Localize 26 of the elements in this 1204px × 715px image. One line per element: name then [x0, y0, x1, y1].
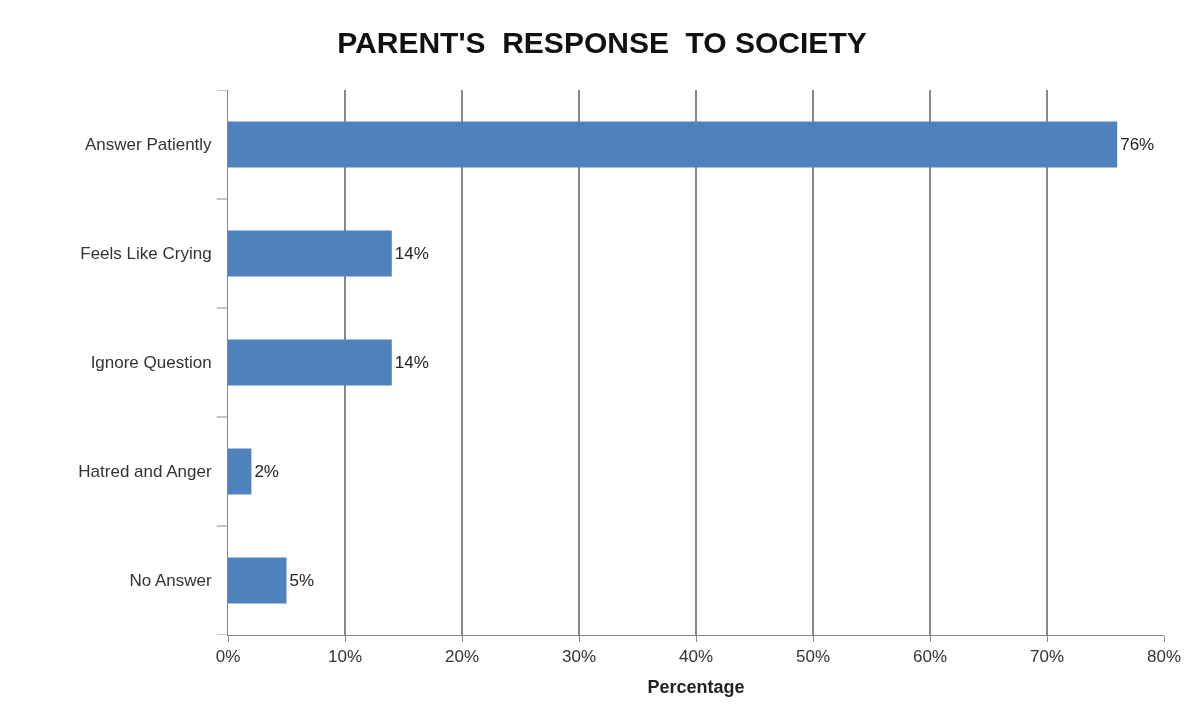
bar	[228, 230, 392, 277]
x-axis-title: Percentage	[647, 676, 745, 697]
x-tick-label: 80%	[1146, 647, 1182, 667]
x-tick-label: 0%	[215, 647, 241, 667]
data-label: 76%	[1120, 135, 1155, 154]
y-tick-label: Answer Patiently	[84, 135, 213, 155]
x-tick-label: 10%	[327, 647, 363, 667]
chart-title: PARENT'S RESPONSE TO SOCIETY	[337, 26, 867, 60]
x-tick-label: 60%	[912, 647, 948, 667]
bar	[228, 121, 1118, 168]
x-tick-label: 30%	[561, 647, 597, 667]
x-tick-label: 50%	[795, 647, 831, 667]
y-tick-label: Ignore Question	[90, 353, 212, 373]
y-tick-label: Feels Like Crying	[80, 244, 212, 264]
x-tick-label: 40%	[678, 647, 714, 667]
data-label: 2%	[254, 462, 279, 481]
data-label: 14%	[394, 244, 429, 263]
y-tick-label: No Answer	[129, 571, 212, 591]
y-tick-label: Hatred and Anger	[78, 462, 212, 482]
bar	[228, 448, 252, 495]
x-tick-label: 70%	[1029, 647, 1065, 667]
bar	[228, 339, 392, 386]
x-tick-label: 20%	[444, 647, 480, 667]
bar	[228, 557, 287, 604]
data-label: 5%	[289, 571, 315, 590]
data-label: 14%	[394, 353, 429, 372]
